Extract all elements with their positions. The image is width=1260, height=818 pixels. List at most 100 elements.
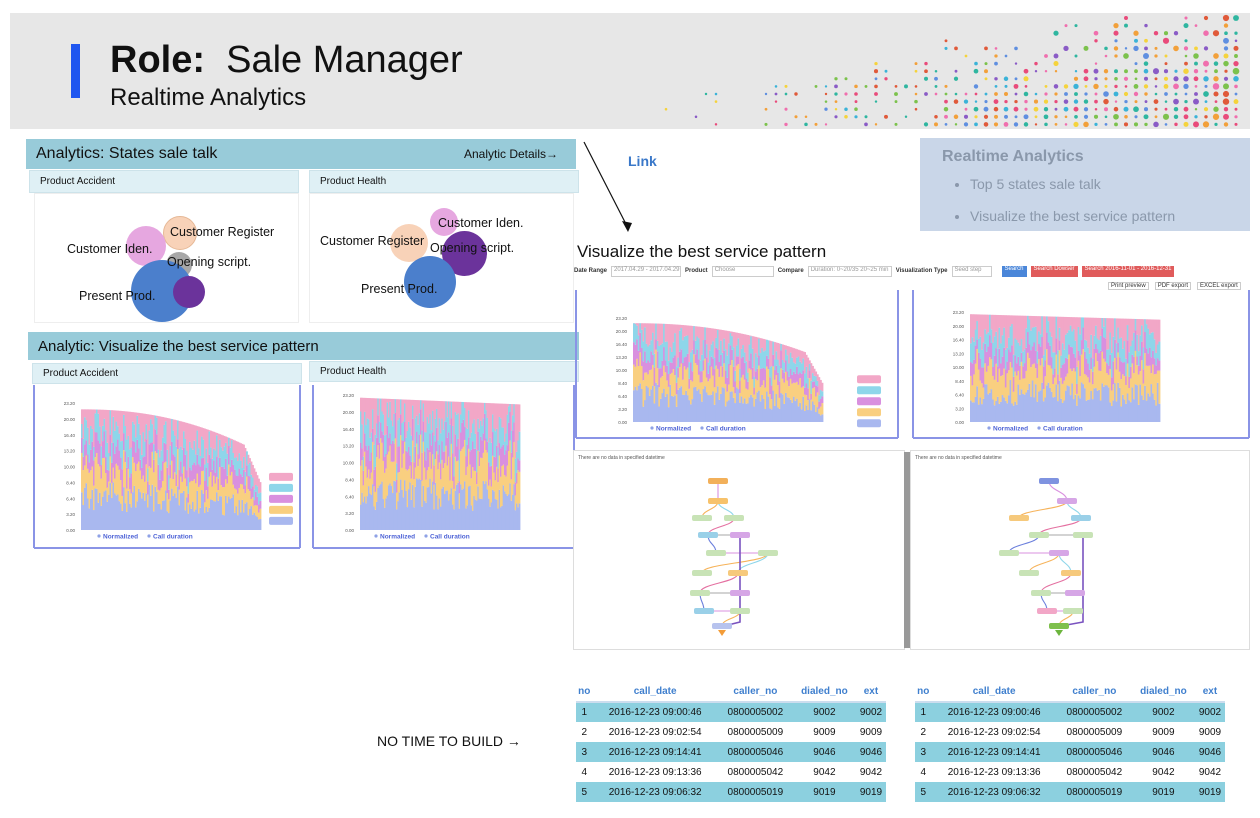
chart-bar-segment (1152, 332, 1155, 351)
decor-dot (964, 54, 968, 58)
chart-bar-segment (813, 387, 816, 405)
chart-bar-segment (368, 398, 370, 420)
chart-bar-segment (460, 484, 462, 530)
chart-bar-segment (390, 420, 393, 445)
chart-bar-segment (985, 334, 988, 352)
chart-bar-segment (461, 401, 464, 423)
chart-bar-segment (633, 323, 635, 343)
search-button[interactable]: Search (1001, 265, 1027, 277)
chart-bar-segment (166, 417, 169, 450)
y-tick-label: 16.40 (953, 338, 965, 343)
chart-bar-segment (696, 390, 699, 422)
chart-bar-segment (805, 366, 808, 384)
chart-bar-segment (642, 323, 645, 342)
chart-bar-segment (141, 479, 143, 499)
chart-bar-segment (775, 394, 778, 422)
chart-bar-segment (1123, 399, 1126, 422)
chart-bar-segment (153, 511, 155, 530)
chart-bar-segment (1131, 318, 1134, 341)
chart-bar-segment (1011, 324, 1014, 346)
excel-export-button[interactable]: EXCEL export (1197, 282, 1241, 290)
decor-dot (963, 99, 969, 104)
chart-bar-segment (148, 414, 151, 431)
decor-dot (1234, 54, 1238, 58)
decor-dot (1173, 45, 1179, 52)
chart-bar-segment (740, 333, 743, 349)
chart-bar-segment (1080, 317, 1083, 341)
chart-bar-segment (446, 490, 449, 530)
pdf-export-button[interactable]: PDF export (1154, 282, 1192, 290)
chart-bar-segment (718, 376, 721, 400)
chart-bar-segment (729, 331, 732, 334)
date-range-input[interactable]: 2017.04.29 - 2017.04.29 (611, 265, 682, 277)
chart-bar-segment (1050, 336, 1053, 358)
chart-bar-segment (474, 402, 477, 434)
chart-bar-segment (750, 394, 753, 422)
link-label[interactable]: Link (628, 153, 657, 169)
chart-bar-segment (709, 378, 711, 396)
chart-bar-segment (121, 510, 124, 530)
chart-bar-segment (500, 476, 502, 508)
decor-dot (1044, 122, 1048, 127)
chart-bar-segment (659, 344, 662, 369)
flow-node (1073, 532, 1093, 538)
chart-bar-segment (1090, 391, 1093, 422)
chart-bar-segment (1090, 369, 1093, 392)
vis-type-select[interactable]: Seed step (951, 265, 992, 277)
chart-bar-segment (516, 451, 518, 473)
chart-bar-segment (642, 406, 645, 422)
chart-bar-segment (90, 425, 92, 450)
chart-bar-segment (394, 481, 397, 530)
chart-bar-segment (430, 493, 433, 530)
arrow-right-icon: → (506, 733, 521, 749)
print-preview-button[interactable]: Print preview (1108, 282, 1149, 290)
chart-bar-segment (675, 394, 678, 407)
chart-bar-segment (405, 469, 408, 491)
table-cell: 2 (915, 722, 932, 742)
states-card-left: Customer Iden. Customer Register Opening… (34, 193, 299, 323)
chart-bar-segment (450, 443, 453, 489)
scrollbar[interactable] (904, 452, 910, 648)
chart-bar-segment (734, 332, 737, 371)
chart-bar-segment (213, 460, 215, 476)
chart-bar-segment (498, 416, 501, 444)
chart-bar-segment (1057, 384, 1060, 402)
chart-bar-segment (414, 400, 417, 419)
chart-bar-segment (514, 510, 517, 530)
chart-bar-segment (984, 384, 987, 422)
search-dowser-button[interactable]: Search Dowser (1030, 265, 1078, 277)
chart-bar-segment (1063, 400, 1066, 422)
chart-bar-segment (1136, 385, 1139, 422)
chart-bar-segment (241, 443, 244, 469)
chart-bar-segment (193, 511, 196, 530)
chart-bar-segment (713, 387, 716, 405)
chart-bar-segment (716, 368, 719, 387)
decor-dot (1234, 39, 1238, 43)
chart-bar-segment (1066, 373, 1069, 386)
analytic-details-link[interactable]: Analytic Details→ (464, 147, 558, 161)
compare-select[interactable]: Duration: 0~20/35 20~25 min (807, 265, 892, 277)
chart-bar-segment (442, 468, 445, 487)
chart-bar-segment (405, 437, 408, 451)
chart-bar-segment (184, 478, 187, 511)
decor-dot (1164, 54, 1168, 58)
chart-bar-segment (1079, 334, 1082, 356)
chart-bar-segment (1128, 376, 1131, 388)
search-range-button[interactable]: Search 2016-11-01 - 2016-12-31 (1081, 265, 1175, 277)
chart-bar-segment (372, 409, 374, 429)
decor-dot (1104, 123, 1108, 126)
chart-bar-segment (696, 326, 699, 337)
chart-bar-segment (1156, 319, 1159, 345)
chart-bar-segment (1115, 318, 1118, 344)
chart-bar-segment (758, 355, 761, 366)
chart-bar-segment (677, 368, 680, 378)
decor-dot (924, 69, 928, 74)
table-cell: 9002 (792, 702, 856, 722)
chart-bar-segment (1120, 406, 1123, 422)
chart-bar-segment (393, 461, 396, 481)
chart-bar-segment (449, 456, 452, 481)
chart-bar-segment (761, 368, 764, 386)
chart-bar-segment (797, 384, 800, 407)
product-select[interactable]: Choose (711, 265, 774, 277)
decor-dot (1113, 30, 1119, 36)
